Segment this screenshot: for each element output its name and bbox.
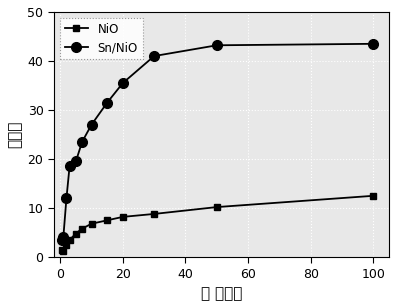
Sn/NiO	[89, 123, 94, 127]
Line: NiO: NiO	[58, 192, 377, 255]
NiO	[120, 215, 125, 219]
Sn/NiO	[105, 101, 110, 104]
Sn/NiO	[80, 140, 84, 144]
Sn/NiO	[67, 164, 72, 168]
Sn/NiO	[59, 238, 64, 242]
Sn/NiO	[120, 81, 125, 85]
NiO	[64, 243, 69, 247]
NiO	[214, 205, 219, 209]
X-axis label: 气 体浓度: 气 体浓度	[201, 286, 242, 301]
Y-axis label: 灵敏度: 灵敏度	[7, 121, 22, 148]
NiO	[152, 212, 156, 216]
NiO	[74, 232, 78, 235]
Sn/NiO	[64, 197, 69, 200]
NiO	[61, 249, 66, 253]
Sn/NiO	[371, 42, 376, 46]
NiO	[59, 248, 64, 252]
Sn/NiO	[152, 54, 156, 58]
Sn/NiO	[214, 43, 219, 47]
Sn/NiO	[74, 160, 78, 163]
NiO	[371, 194, 376, 198]
NiO	[67, 238, 72, 242]
NiO	[105, 218, 110, 222]
NiO	[89, 222, 94, 225]
Legend: NiO, Sn/NiO: NiO, Sn/NiO	[60, 18, 143, 59]
NiO	[80, 227, 84, 230]
Line: Sn/NiO: Sn/NiO	[57, 39, 378, 245]
Sn/NiO	[61, 236, 66, 239]
